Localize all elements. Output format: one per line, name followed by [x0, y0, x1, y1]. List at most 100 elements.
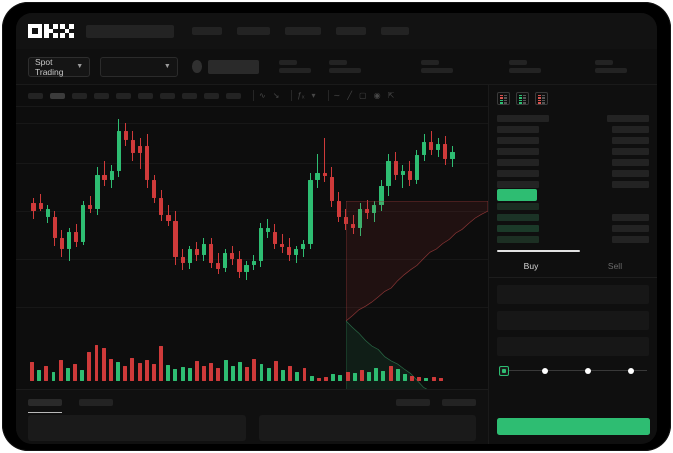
timeframe-button-7[interactable]: [160, 92, 175, 99]
timeframe-button-10[interactable]: [226, 92, 241, 99]
nav-item-5[interactable]: [381, 27, 409, 35]
order-total-field[interactable]: [497, 337, 649, 356]
volume-bar: [345, 372, 350, 381]
volume-bar: [30, 362, 34, 381]
timeframe-button-3[interactable]: [72, 92, 87, 99]
trend-down-icon[interactable]: ↘: [272, 90, 280, 100]
fullscreen-icon[interactable]: ⇱: [387, 90, 395, 100]
tab-sell[interactable]: Sell: [607, 261, 623, 271]
volume-bar: [180, 367, 185, 381]
search-input[interactable]: [86, 24, 174, 38]
line-chart-icon[interactable]: ∿: [259, 90, 266, 100]
orderbook-both-icon[interactable]: [497, 92, 510, 105]
orderbook-ask-row[interactable]: [497, 157, 649, 168]
orderbook-bid-row[interactable]: [497, 201, 649, 212]
slider-stop-25[interactable]: [542, 367, 548, 374]
order-price-field[interactable]: [497, 285, 649, 304]
volume-bar: [295, 372, 300, 381]
timeframe-button-5[interactable]: [116, 92, 131, 99]
trade-side-tabs: Buy Sell: [489, 255, 657, 278]
timeframe-button-2[interactable]: [50, 92, 65, 99]
chevron-down-icon: ▼: [163, 63, 171, 70]
candle-body: [123, 130, 128, 141]
ticker-stat-4: [509, 60, 541, 73]
timeframe-button-1[interactable]: [28, 92, 43, 99]
trading-pair-selector[interactable]: ▼: [100, 56, 178, 77]
orderbook-scrollbar[interactable]: [497, 250, 580, 252]
stat-label: [421, 60, 439, 65]
nav-item-3[interactable]: [285, 27, 321, 35]
tab-buy[interactable]: Buy: [523, 261, 539, 271]
candle-body: [379, 186, 384, 206]
nav-item-2[interactable]: [237, 27, 270, 35]
indicator-icon[interactable]: ƒₓ: [297, 90, 305, 100]
timeframe-button-8[interactable]: [182, 92, 197, 99]
order-book[interactable]: [489, 111, 657, 252]
ruler-icon[interactable]: ╱: [347, 90, 353, 100]
candle-body: [336, 201, 341, 217]
candle-wick: [40, 193, 42, 211]
app-screen: Spot Trading ▼ ▼: [16, 13, 657, 444]
ticker-bar: Spot Trading ▼ ▼: [16, 49, 657, 85]
candle-body: [223, 253, 228, 269]
orderbook-bid-row[interactable]: [497, 223, 649, 234]
orderbook-ask-row[interactable]: [497, 168, 649, 179]
orderbook-ask-row[interactable]: [497, 124, 649, 135]
volume-bar: [388, 366, 393, 381]
amount-percent-slider[interactable]: [499, 366, 647, 376]
candle-body: [287, 247, 292, 256]
orders-tab-bar: [16, 390, 488, 413]
timeframe-button-4[interactable]: [94, 92, 109, 99]
volume-histogram: [16, 339, 488, 381]
orderbook-ask-row[interactable]: [497, 146, 649, 157]
orders-action-2[interactable]: [442, 399, 476, 406]
volume-bar: [374, 368, 379, 381]
timeframe-button-9[interactable]: [204, 92, 219, 99]
orderbook-bid-row[interactable]: [497, 234, 649, 245]
candle-body: [393, 161, 398, 175]
spot-trading-selector[interactable]: Spot Trading ▼: [28, 56, 91, 77]
order-amount-field[interactable]: [497, 311, 649, 330]
candle-body: [237, 258, 242, 273]
candle-body: [322, 172, 327, 177]
orders-actions: [396, 399, 476, 406]
orderbook-asks-icon[interactable]: [535, 92, 548, 105]
okx-logo-icon[interactable]: [28, 24, 74, 38]
orders-action-1[interactable]: [396, 399, 430, 406]
pair-avatar: [191, 60, 203, 73]
wave-icon[interactable]: ∼: [333, 90, 341, 100]
orderbook-spread-row: [497, 189, 649, 201]
candle-body: [52, 216, 57, 238]
candle-body: [329, 176, 334, 202]
orderbook-bids-icon[interactable]: [516, 92, 529, 105]
candle-body: [443, 143, 448, 160]
slider-stop-50[interactable]: [585, 367, 591, 374]
volume-bar: [381, 371, 386, 381]
volume-bar: [316, 378, 321, 381]
nav-item-1[interactable]: [192, 27, 222, 35]
candle-body: [159, 197, 164, 215]
settings-icon[interactable]: ◉: [373, 90, 381, 100]
tab-open-orders[interactable]: [28, 399, 62, 413]
volume-bar: [173, 369, 178, 381]
submit-buy-button[interactable]: [497, 418, 650, 435]
price-chart[interactable]: [16, 107, 489, 440]
nav-item-4[interactable]: [336, 27, 366, 35]
slider-stop-75[interactable]: [628, 367, 634, 374]
volume-bar: [130, 358, 135, 381]
candle-wick: [317, 153, 319, 188]
slider-knob[interactable]: [499, 366, 509, 376]
logo-letter-x: [60, 24, 74, 38]
volume-bar: [402, 374, 407, 381]
orderbook-ask-row[interactable]: [497, 179, 649, 190]
orderbook-ask-row[interactable]: [497, 135, 649, 146]
orderbook-bid-row[interactable]: [497, 212, 649, 223]
volume-bar: [108, 359, 113, 381]
chart-gridlines: [16, 107, 488, 389]
camera-icon[interactable]: ▢: [359, 90, 367, 100]
toolbar-divider: [253, 90, 254, 101]
tab-order-history[interactable]: [79, 399, 113, 406]
timeframe-button-6[interactable]: [138, 92, 153, 99]
chevron-down-icon[interactable]: ▾: [311, 90, 316, 100]
